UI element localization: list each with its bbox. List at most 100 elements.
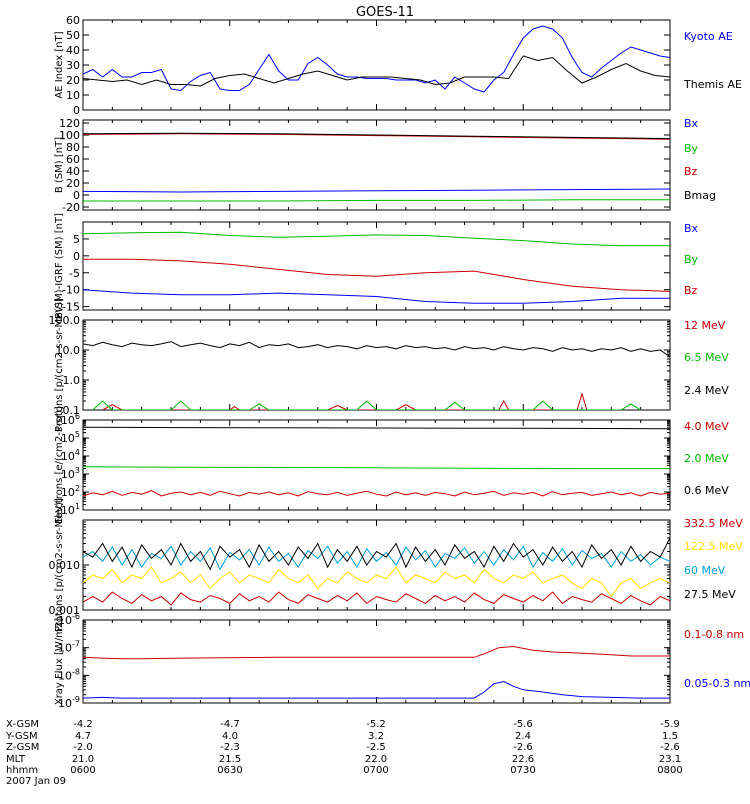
footer-value: -4.2 [73, 719, 93, 730]
series-line-1-2 [83, 55, 670, 87]
series-line-4-3 [83, 341, 670, 358]
legend-entry: 0.6 MeV [684, 484, 729, 497]
series-line-6-3 [83, 545, 670, 571]
y-tick-label: 10-6 [58, 612, 80, 627]
series-line-3-3 [83, 258, 670, 292]
series-line-7-2 [83, 680, 670, 699]
footer-row-label: Z-GSM [6, 742, 39, 753]
series-line-1-1 [83, 25, 670, 93]
plot-title: GOES-11 [356, 5, 414, 20]
y-axis-label: Protons [p/(cm2-s-sr-MeV)] [54, 498, 65, 632]
legend-entry: 2.0 MeV [684, 452, 729, 465]
y-tick-label: 60 [66, 153, 80, 166]
y-tick-label: 0.001 [49, 604, 81, 617]
panel-frame [82, 319, 671, 411]
y-axis-label: Xray Flux [W/m2] [54, 618, 65, 705]
y-tick-label: 100.0 [49, 314, 81, 327]
y-tick-label: 20 [66, 177, 80, 190]
y-tick-label: 120 [59, 117, 80, 130]
footer-value: 21.0 [72, 754, 94, 765]
footer-value: -2.3 [220, 742, 240, 753]
legend-entry: 27.5 MeV [684, 588, 736, 601]
footer-row-label: hhmm [6, 765, 38, 776]
footer-value: 21.5 [219, 754, 241, 765]
y-tick-label: 100 [59, 129, 80, 142]
y-tick-label: -15 [62, 301, 80, 314]
y-axis-label: AE Index [nT] [54, 31, 65, 98]
legend-entry: 12 MeV [684, 319, 726, 332]
y-tick-label: 60 [66, 14, 80, 27]
footer-value: -5.6 [513, 719, 533, 730]
legend-entry: Kyoto AE [684, 30, 733, 43]
footer-value: 0800 [657, 765, 682, 776]
footer-value: 0700 [363, 765, 388, 776]
panel-frame [82, 619, 671, 704]
panel-frame [82, 19, 671, 111]
footer-row-label: 2007 Jan 09 [6, 776, 66, 787]
y-axis-label: Electrons [e/(cm2-s-sr)] [54, 406, 65, 524]
y-tick-label: 106 [61, 412, 80, 427]
y-tick-label: 20 [66, 74, 80, 87]
legend-entry: Themis AE [683, 78, 742, 91]
footer-value: 1.5 [662, 731, 678, 742]
y-tick-label: 50 [66, 29, 80, 42]
y-tick-label: 40 [66, 44, 80, 57]
series-line-2-4 [83, 132, 670, 140]
series-line-6-1 [83, 591, 670, 606]
legend-entry: 122.5 MeV [684, 540, 743, 553]
y-tick-label: 0.010 [49, 559, 81, 572]
legend-entry: Bx [684, 222, 699, 235]
footer-value: 0630 [217, 765, 242, 776]
footer-value: -2.0 [73, 742, 93, 753]
y-tick-label: 40 [66, 165, 80, 178]
y-tick-label: 10-8 [58, 667, 80, 682]
panel-frame [82, 419, 671, 511]
footer-value: -2.6 [660, 742, 680, 753]
y-tick-label: 5 [73, 233, 80, 246]
footer-value: 22.0 [365, 754, 387, 765]
y-tick-label: 101 [61, 502, 80, 517]
series-line-2-1 [83, 188, 670, 193]
y-tick-label: 30 [66, 59, 80, 72]
y-tick-label: -5 [69, 267, 80, 280]
legend-entry: 6.5 MeV [684, 351, 729, 364]
y-tick-label: 0 [73, 104, 80, 117]
series-line-7-1 [83, 645, 670, 660]
y-tick-label: 102 [61, 484, 80, 499]
legend-entry: 0.1-0.8 nm [684, 628, 744, 641]
y-tick-label: 10 [66, 89, 80, 102]
y-tick-label: -20 [62, 201, 80, 214]
y-axis-label: Protons [p/(cm2-s-sr-MeV)] [54, 298, 65, 432]
y-tick-label: 0 [73, 189, 80, 202]
y-tick-label: 10.0 [56, 344, 81, 357]
legend-entry: 332.5 MeV [684, 517, 743, 530]
footer-value: -2.6 [513, 742, 533, 753]
footer-value: -4.7 [220, 719, 240, 730]
legend-entry: Bz [684, 165, 698, 178]
y-tick-label: 10-7 [58, 640, 80, 655]
legend-entry: By [684, 142, 699, 155]
series-line-5-1 [83, 490, 670, 497]
footer-value: 4.7 [75, 731, 91, 742]
footer-value: -5.9 [660, 719, 680, 730]
footer-value: 0600 [70, 765, 95, 776]
footer-value: 23.1 [659, 754, 681, 765]
y-tick-label: 80 [66, 141, 80, 154]
footer-value: 3.2 [368, 731, 384, 742]
legend-entry: 2.4 MeV [684, 384, 729, 397]
footer-value: -5.2 [366, 719, 386, 730]
y-tick-label: 10-9 [58, 695, 80, 710]
series-line-5-3 [83, 426, 670, 430]
legend-entry: 60 MeV [684, 564, 726, 577]
series-line-2-2 [83, 199, 670, 202]
footer-value: 0730 [510, 765, 535, 776]
series-line-4-1 [102, 391, 588, 410]
footer-row-label: X-GSM [6, 719, 39, 730]
